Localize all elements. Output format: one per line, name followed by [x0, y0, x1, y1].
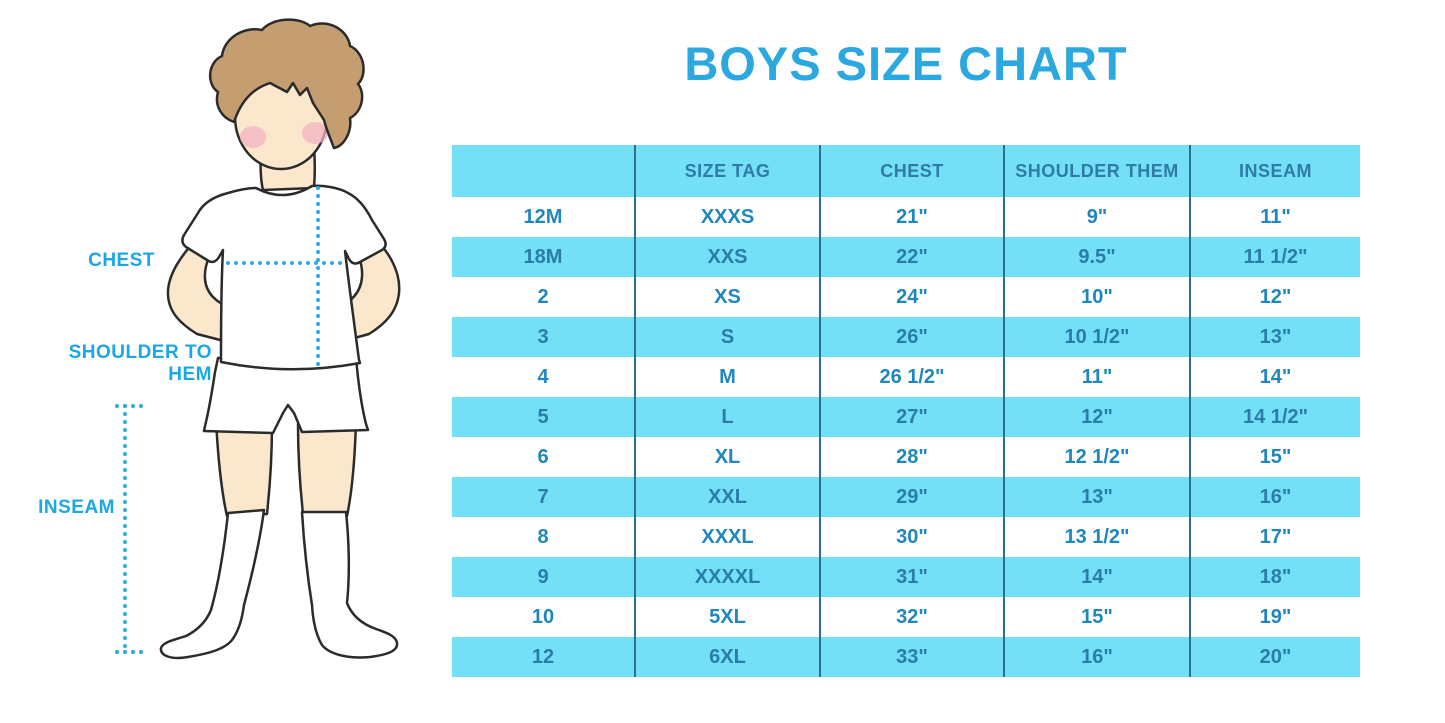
table-row: 2 XS 24" 10" 12" [452, 277, 1360, 317]
inseam-cell: 11" [1189, 197, 1360, 237]
table-row: 9 XXXXL 31" 14" 18" [452, 557, 1360, 597]
shoulder-cell: 10" [1003, 277, 1190, 317]
inseam-cell: 15" [1189, 437, 1360, 477]
page-title: BOYS SIZE CHART [684, 37, 1128, 90]
table-row: 8 XXXL 30" 13 1/2" 17" [452, 517, 1360, 557]
table-row: 18M XXS 22" 9.5" 11 1/2" [452, 237, 1360, 277]
header-cell-blank [452, 145, 635, 197]
size-tag-cell: 5XL [634, 597, 820, 637]
chest-cell: 29" [819, 477, 1004, 517]
shoulder-cell: 12" [1003, 397, 1190, 437]
size-tag-cell: XS [634, 277, 820, 317]
shoulder-cell: 10 1/2" [1003, 317, 1190, 357]
shoulder-cell: 9" [1003, 197, 1190, 237]
boy-right-sock [300, 510, 399, 659]
size-tag-cell: M [634, 357, 820, 397]
table-row: 12M XXXS 21" 9" 11" [452, 197, 1360, 237]
size-tag-cell: XXL [634, 477, 820, 517]
inseam-cell: 16" [1189, 477, 1360, 517]
shoulder-cell: 13" [1003, 477, 1190, 517]
size-table-container: SIZE TAG CHEST SHOULDER THEM INSEAM 12M … [452, 145, 1360, 677]
inseam-cell: 11 1/2" [1189, 237, 1360, 277]
inseam-cell: 19" [1189, 597, 1360, 637]
size-tag-cell: 6XL [634, 637, 820, 677]
size-tag-cell: XXXS [634, 197, 820, 237]
table-row: 10 5XL 32" 15" 19" [452, 597, 1360, 637]
header-cell-inseam: INSEAM [1189, 145, 1360, 197]
inseam-label: INSEAM [38, 497, 115, 518]
boy-right-blush [302, 122, 328, 144]
header-cell-chest: CHEST [819, 145, 1004, 197]
chest-cell: 24" [819, 277, 1004, 317]
boy-shirt [181, 184, 387, 371]
table-row: 6 XL 28" 12 1/2" 15" [452, 437, 1360, 477]
size-cell: 18M [452, 237, 635, 277]
chest-cell: 28" [819, 437, 1004, 477]
shoulder-cell: 14" [1003, 557, 1190, 597]
boy-right-leg [296, 419, 358, 518]
boy-shorts [202, 353, 370, 435]
shoulder-cell: 11" [1003, 357, 1190, 397]
size-tag-cell: XL [634, 437, 820, 477]
table-row: 12 6XL 33" 16" 20" [452, 637, 1360, 677]
inseam-cell: 20" [1189, 637, 1360, 677]
size-cell: 7 [452, 477, 635, 517]
shoulder-cell: 12 1/2" [1003, 437, 1190, 477]
chest-cell: 26" [819, 317, 1004, 357]
chest-label: CHEST [88, 250, 155, 271]
shoulder-cell: 16" [1003, 637, 1190, 677]
size-table: SIZE TAG CHEST SHOULDER THEM INSEAM 12M … [452, 145, 1360, 677]
size-cell: 3 [452, 317, 635, 357]
boy-hair [209, 18, 365, 150]
size-cell: 12 [452, 637, 635, 677]
chest-cell: 30" [819, 517, 1004, 557]
size-cell: 2 [452, 277, 635, 317]
table-row: 3 S 26" 10 1/2" 13" [452, 317, 1360, 357]
boy-figure-illustration [115, 18, 401, 660]
inseam-cell: 14" [1189, 357, 1360, 397]
table-row: 4 M 26 1/2" 11" 14" [452, 357, 1360, 397]
table-row: 7 XXL 29" 13" 16" [452, 477, 1360, 517]
inseam-cell: 17" [1189, 517, 1360, 557]
boy-left-sock [159, 508, 266, 660]
size-cell: 8 [452, 517, 635, 557]
size-tag-cell: XXXXL [634, 557, 820, 597]
size-cell: 4 [452, 357, 635, 397]
header-row: SIZE TAG CHEST SHOULDER THEM INSEAM [452, 145, 1360, 197]
chest-cell: 33" [819, 637, 1004, 677]
chest-cell: 32" [819, 597, 1004, 637]
inseam-cell: 18" [1189, 557, 1360, 597]
size-cell: 6 [452, 437, 635, 477]
boy-left-blush [240, 126, 266, 148]
chest-cell: 21" [819, 197, 1004, 237]
header-cell-shoulder: SHOULDER THEM [1003, 145, 1190, 197]
shoulder-to-hem-label: SHOULDER TO HEM [68, 342, 212, 385]
chest-cell: 26 1/2" [819, 357, 1004, 397]
size-cell: 5 [452, 397, 635, 437]
size-tag-cell: S [634, 317, 820, 357]
size-tag-cell: L [634, 397, 820, 437]
size-cell: 10 [452, 597, 635, 637]
header-cell-size-tag: SIZE TAG [634, 145, 820, 197]
shoulder-cell: 15" [1003, 597, 1190, 637]
size-cell: 12M [452, 197, 635, 237]
inseam-cell: 13" [1189, 317, 1360, 357]
chest-cell: 31" [819, 557, 1004, 597]
boy-left-leg [214, 418, 274, 518]
shoulder-cell: 13 1/2" [1003, 517, 1190, 557]
chest-cell: 22" [819, 237, 1004, 277]
table-row: 5 L 27" 12" 14 1/2" [452, 397, 1360, 437]
size-tag-cell: XXS [634, 237, 820, 277]
size-cell: 9 [452, 557, 635, 597]
inseam-cell: 12" [1189, 277, 1360, 317]
size-tag-cell: XXXL [634, 517, 820, 557]
shoulder-cell: 9.5" [1003, 237, 1190, 277]
chest-cell: 27" [819, 397, 1004, 437]
inseam-cell: 14 1/2" [1189, 397, 1360, 437]
